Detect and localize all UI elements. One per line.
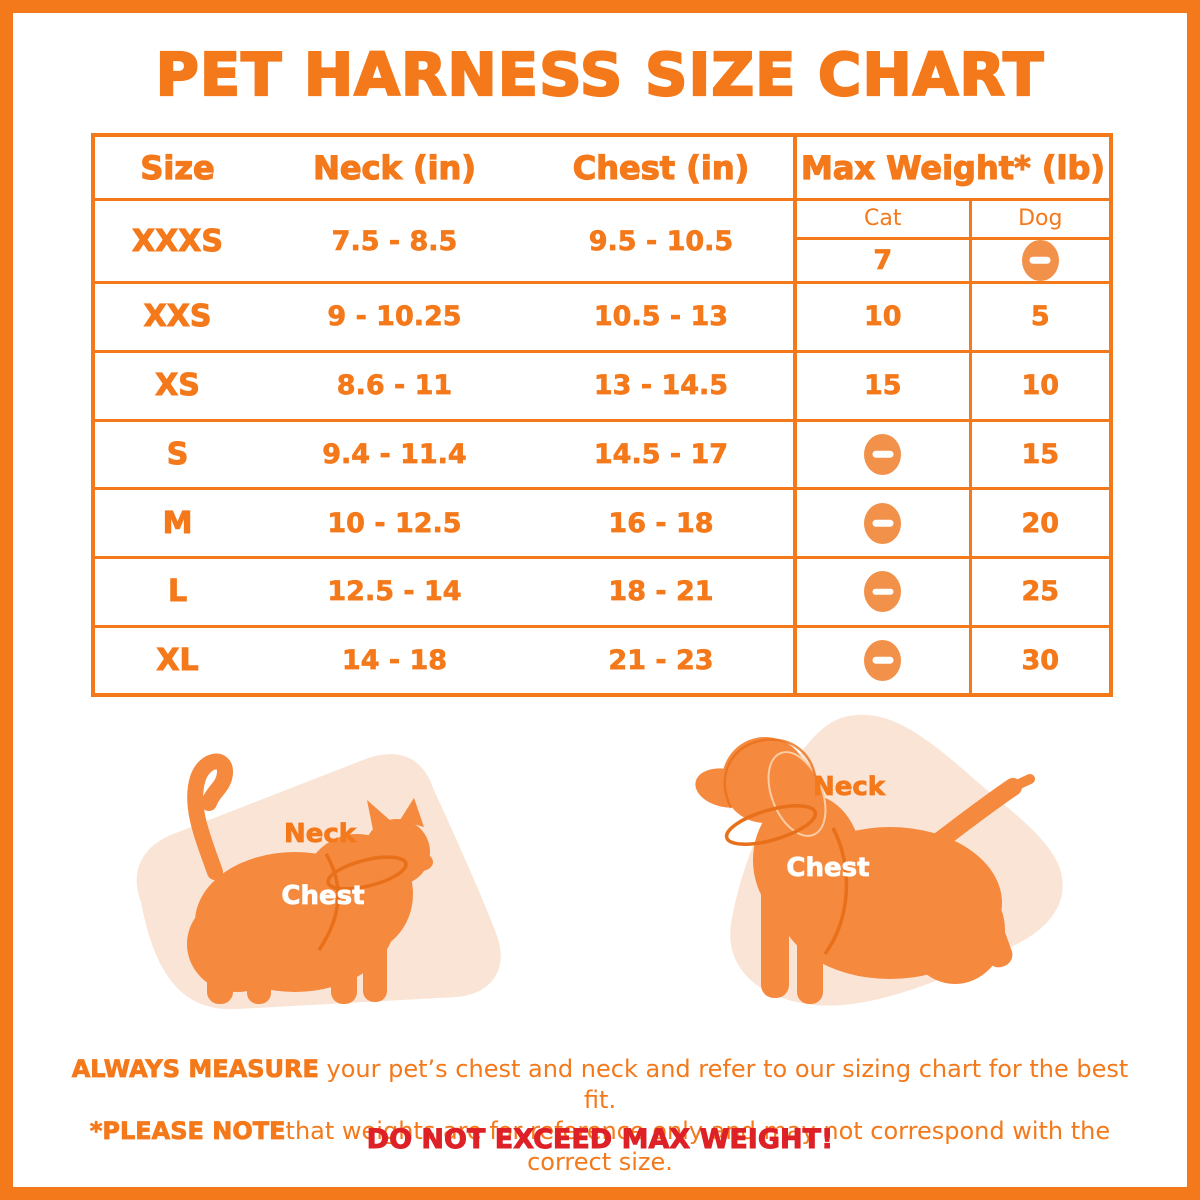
- cat-weight-cell: 7: [793, 236, 970, 283]
- cat-muzzle: [409, 853, 433, 871]
- footer-line-2-bold: *PLEASE NOTE: [89, 1117, 286, 1146]
- dog-weight-cell: [968, 236, 1111, 283]
- footer-line-1: ALWAYS MEASURE your pet’s chest and neck…: [60, 1054, 1140, 1116]
- cat-weight-cell: 15: [793, 349, 970, 421]
- minus-icon: [864, 639, 902, 681]
- size-cell: M: [93, 487, 260, 558]
- table-row: S 9.4 - 11.4 14.5 - 17 15: [93, 418, 1111, 489]
- chest-cell: 14.5 - 17: [529, 418, 795, 489]
- dog-front-leg: [797, 878, 823, 1004]
- size-cell: L: [93, 556, 260, 627]
- subheader-dog: Dog: [968, 198, 1111, 239]
- dog-chest-label: Chest: [786, 853, 870, 884]
- cat-silhouette-svg: [136, 753, 501, 1010]
- size-cell: XL: [93, 624, 260, 695]
- table-subheader-row: XXXS 7.5 - 8.5 9.5 - 10.5 Cat Dog: [93, 198, 1111, 283]
- cat-weight-cell: 10: [793, 281, 970, 352]
- col-header-size: Size: [93, 133, 260, 200]
- minus-icon: [864, 571, 902, 613]
- page-title: PET HARNESS SIZE CHART: [154, 39, 1045, 110]
- dog-ear: [767, 751, 827, 837]
- cat-haunch: [187, 896, 287, 992]
- subheader-cat: Cat: [793, 198, 970, 239]
- dog-tail-tip: [1000, 774, 1035, 797]
- dog-hind-leg: [937, 926, 965, 978]
- cat-weight-cell: [793, 624, 970, 695]
- dog-neck-label: Neck: [812, 772, 886, 803]
- cat-chest-label: Chest: [281, 881, 365, 912]
- footer-line-2-rest: that weights are for reference only and …: [285, 1117, 1111, 1176]
- cat-ear-right: [400, 798, 424, 827]
- dog-silhouette-svg: [695, 714, 1063, 1006]
- cat-weight-cell: [793, 487, 970, 558]
- cat-illustration: Neck Chest: [105, 712, 555, 1042]
- cat-front-leg: [363, 920, 387, 1002]
- cat-tail: [187, 753, 233, 880]
- chest-cell: 9.5 - 10.5: [529, 198, 795, 283]
- table-header-row: Size Neck (in) Chest (in) Max Weight* (l…: [93, 133, 1111, 200]
- cat-neck-label: Neck: [283, 819, 357, 850]
- dog-weight-cell: 15: [968, 418, 1111, 489]
- cat-hind-leg: [207, 947, 233, 1004]
- table-row: XS 8.6 - 11 13 - 14.5 15 10: [93, 349, 1111, 421]
- size-cell: S: [93, 418, 260, 489]
- size-chart-table: Size Neck (in) Chest (in) Max Weight* (l…: [91, 133, 1113, 697]
- chest-cell: 13 - 14.5: [529, 349, 795, 421]
- size-chart-table-wrap: Size Neck (in) Chest (in) Max Weight* (l…: [91, 133, 1113, 697]
- neck-cell: 7.5 - 8.5: [260, 198, 529, 283]
- dog-chest-strap: [823, 827, 849, 956]
- table-row: XL 14 - 18 21 - 23 30: [93, 624, 1111, 695]
- footer-notes: ALWAYS MEASURE your pet’s chest and neck…: [60, 1054, 1140, 1178]
- footer-line-2: *PLEASE NOTEthat weights are for referen…: [60, 1116, 1140, 1178]
- dog-weight-cell: 5: [968, 281, 1111, 352]
- minus-icon: [864, 502, 902, 544]
- chest-cell: 10.5 - 13: [529, 281, 795, 352]
- cat-hind-leg: [247, 954, 271, 1004]
- cat-front-leg: [331, 922, 357, 1004]
- dog-weight-cell: 10: [968, 349, 1111, 421]
- neck-cell: 8.6 - 11: [260, 349, 529, 421]
- dog-front-leg: [761, 870, 789, 998]
- cat-weight-cell: [793, 418, 970, 489]
- size-cell: XS: [93, 349, 260, 421]
- table-row: 7: [93, 236, 1111, 283]
- size-cell: XXXS: [93, 198, 260, 283]
- neck-cell: 10 - 12.5: [260, 487, 529, 558]
- footer-line-1-rest: your pet’s chest and neck and refer to o…: [318, 1055, 1129, 1114]
- table-row: L 12.5 - 14 18 - 21 25: [93, 556, 1111, 627]
- neck-cell: 12.5 - 14: [260, 556, 529, 627]
- neck-cell: 9.4 - 11.4: [260, 418, 529, 489]
- minus-icon: [1021, 239, 1059, 281]
- neck-cell: 9 - 10.25: [260, 281, 529, 352]
- size-cell: XXS: [93, 281, 260, 352]
- max-weight-warning: DO NOT EXCEED MAX WEIGHT!: [366, 1124, 834, 1156]
- minus-icon: [864, 433, 902, 475]
- col-header-max-weight: Max Weight* (lb): [793, 133, 1111, 200]
- cat-weight-cell: [793, 556, 970, 627]
- dog-weight-cell: 25: [968, 556, 1111, 627]
- footer-line-1-bold: ALWAYS MEASURE: [71, 1055, 319, 1084]
- col-header-neck: Neck (in): [260, 133, 529, 200]
- cat-ear-left: [367, 800, 392, 830]
- dog-weight-cell: 20: [968, 487, 1111, 558]
- cat-chest-strap: [317, 853, 340, 951]
- cat-body-group: [187, 753, 433, 1004]
- dog-weight-cell: 30: [968, 624, 1111, 695]
- dog-illustration: Neck Chest: [655, 698, 1165, 1048]
- chest-cell: 16 - 18: [529, 487, 795, 558]
- dog-head-strap-line: [723, 738, 817, 809]
- dog-hind-leg: [975, 912, 1013, 968]
- chest-cell: 18 - 21: [529, 556, 795, 627]
- chest-cell: 21 - 23: [529, 624, 795, 695]
- neck-cell: 14 - 18: [260, 624, 529, 695]
- col-header-chest: Chest (in): [529, 133, 795, 200]
- table-row: M 10 - 12.5 16 - 18 20: [93, 487, 1111, 558]
- table-row: XXS 9 - 10.25 10.5 - 13 10 5: [93, 281, 1111, 352]
- cat-neck-ring: [326, 855, 408, 891]
- dog-neck-ring: [724, 804, 818, 846]
